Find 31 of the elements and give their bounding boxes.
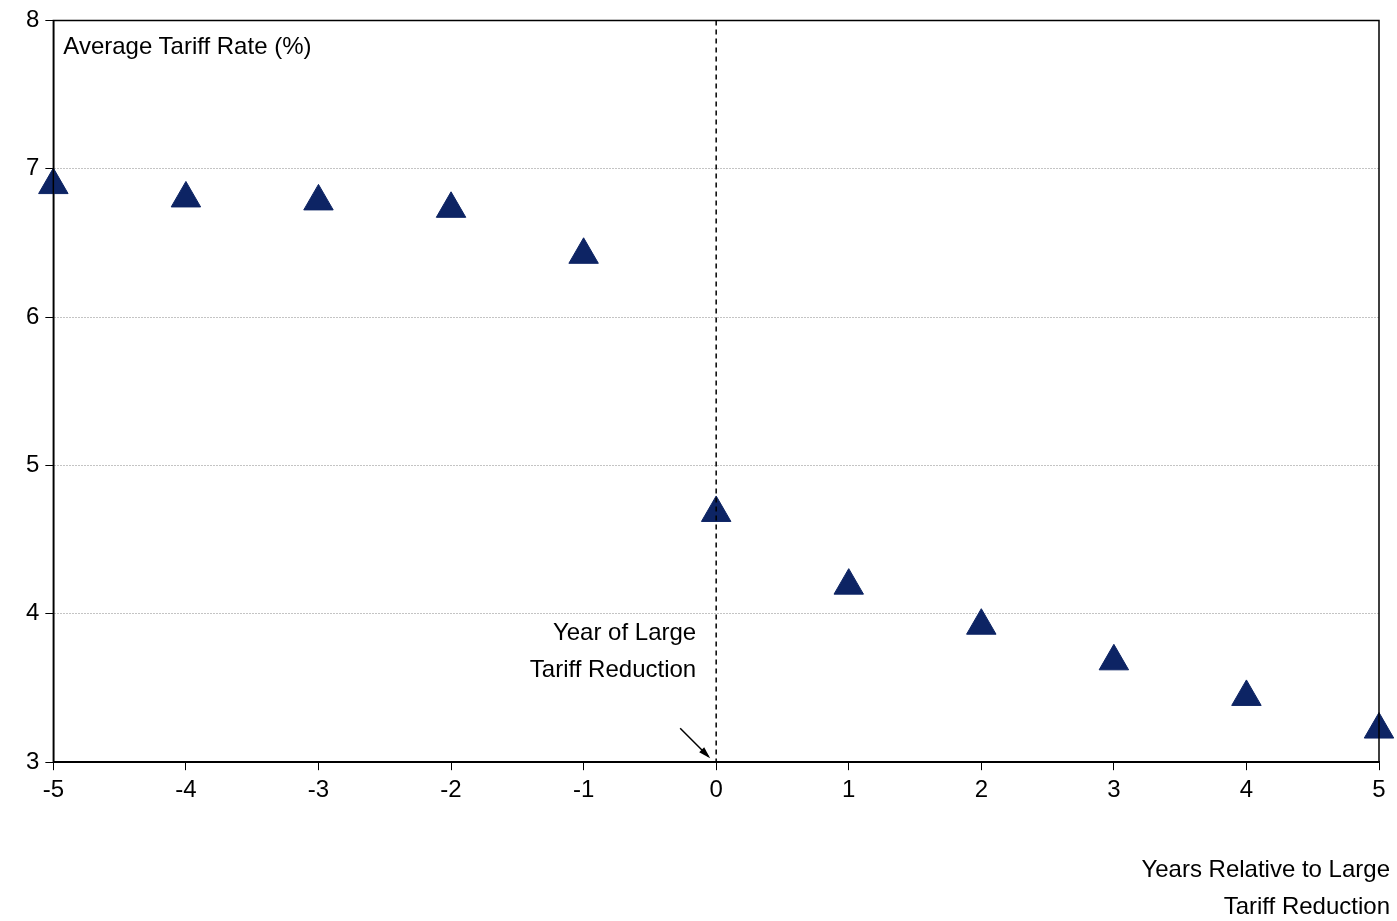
y-tick-label: 4 [25, 598, 40, 626]
x-tick-label: 0 [709, 775, 723, 803]
point [1363, 712, 1395, 739]
point [1231, 679, 1262, 706]
x-tick-label: 3 [1107, 775, 1121, 803]
y-tick-label: 8 [25, 5, 40, 33]
x-tick-label: 2 [974, 775, 988, 803]
y-tick-label: 3 [25, 746, 40, 774]
point [1098, 643, 1130, 671]
x-tick-label: -1 [572, 775, 595, 803]
x-tick-label: 1 [842, 775, 856, 803]
x-tick-label: 4 [1239, 775, 1254, 803]
point [568, 237, 599, 264]
point [170, 180, 202, 208]
x-tick-label: -4 [175, 775, 197, 803]
point [38, 167, 69, 195]
ref-line-label: Year of Large Tariff Reduction [529, 617, 697, 682]
x-tick-label: -5 [42, 775, 65, 803]
y-tick-label: 7 [25, 153, 40, 181]
y-axis-title: Average Tariff Rate (%) [63, 32, 312, 60]
y-tick-label: 5 [25, 450, 40, 478]
point [303, 183, 334, 211]
point [435, 191, 467, 218]
point [833, 568, 864, 595]
x-tick-label: -3 [307, 775, 330, 803]
point [700, 495, 732, 522]
x-axis-title: Years Relative to Large Tariff Reduction [1141, 854, 1390, 919]
x-tick-label: 5 [1372, 775, 1386, 803]
y-tick-label: 6 [25, 301, 40, 329]
x-tick-label: -2 [440, 775, 462, 803]
point [966, 608, 997, 635]
